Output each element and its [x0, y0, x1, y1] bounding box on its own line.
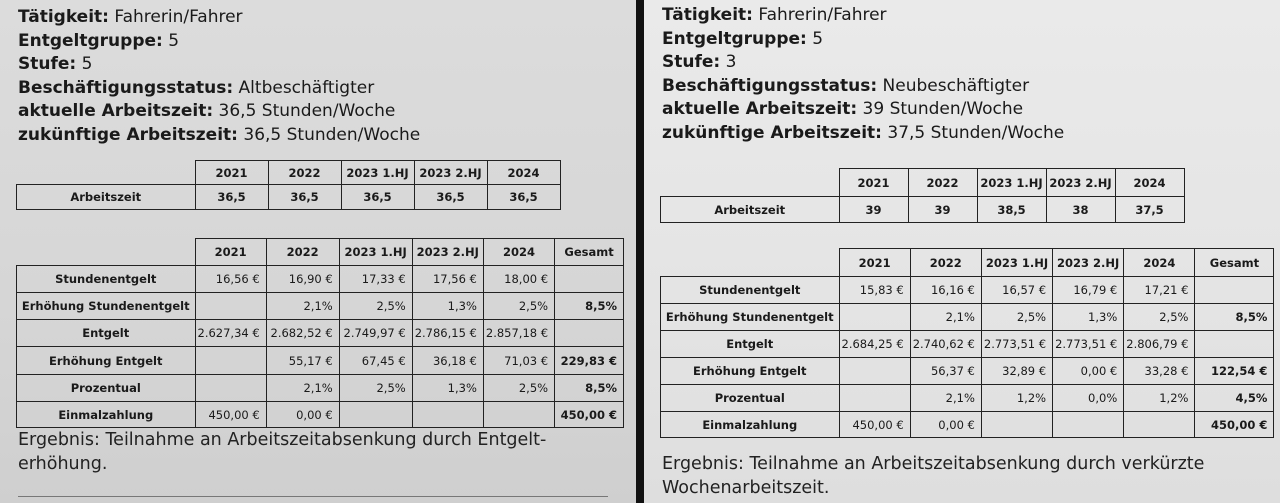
table-row: Stundenentgelt 15,83 € 16,16 € 16,57 € 1…	[660, 276, 1275, 304]
document-right: Tätigkeit: Fahrerin/Fahrer Entgeltgruppe…	[644, 0, 1280, 503]
info-row: Beschäftigungsstatus: Neubeschäftigter	[662, 75, 1030, 96]
entgelt-table: 2021 2022 2023 1.HJ 2023 2.HJ 2024 Gesam…	[660, 248, 1275, 438]
employee-info: Tätigkeit: Fahrerin/Fahrer Entgeltgruppe…	[662, 4, 1064, 146]
table-row: Erhöhung Stundenentgelt 2,1% 2,5% 1,3% 2…	[660, 303, 1275, 331]
info-row: zukünftige Arbeitszeit: 37,5 Stunden/Woc…	[662, 122, 1065, 143]
arbeitszeit-label: Arbeitszeit	[16, 184, 196, 210]
info-row: aktuelle Arbeitszeit: 36,5 Stunden/Woche	[18, 101, 396, 122]
employee-info: Tätigkeit: Fahrerin/Fahrer Entgeltgruppe…	[18, 6, 420, 148]
table-row: Erhöhung Entgelt 55,17 € 67,45 € 36,18 €…	[16, 346, 625, 375]
table-row: Erhöhung Entgelt 56,37 € 32,89 € 0,00 € …	[660, 357, 1275, 385]
arbeitszeit-table: 2021 2022 2023 1.HJ 2023 2.HJ 2024 Arbei…	[16, 160, 561, 210]
arbeitszeit-table: 2021 2022 2023 1.HJ 2023 2.HJ 2024 Arbei…	[660, 168, 1185, 223]
table-row: Prozentual 2,1% 1,2% 0,0% 1,2% 4,5%	[660, 384, 1275, 412]
info-row: Stufe: 3	[662, 52, 737, 73]
info-row: Entgeltgruppe: 5	[662, 28, 824, 49]
info-row: Beschäftigungsstatus: Altbeschäftigter	[18, 77, 375, 98]
table-row: Entgelt 2.684,25 € 2.740,62 € 2.773,51 €…	[660, 330, 1275, 358]
info-row: Entgeltgruppe: 5	[18, 30, 180, 51]
entgelt-table: 2021 2022 2023 1.HJ 2023 2.HJ 2024 Gesam…	[16, 238, 625, 428]
table-row: Erhöhung Stundenentgelt 2,1% 2,5% 1,3% 2…	[16, 292, 625, 320]
divider-line	[18, 496, 608, 497]
info-row: Tätigkeit: Fahrerin/Fahrer	[18, 7, 243, 27]
table-row: Stundenentgelt 16,56 € 16,90 € 17,33 € 1…	[16, 265, 625, 293]
info-row: zukünftige Arbeitszeit: 36,5 Stunden/Woc…	[18, 124, 421, 145]
table-row: Entgelt 2.627,34 € 2.682,52 € 2.749,97 €…	[16, 319, 625, 347]
result-text: Ergebnis: Teilnahme an Arbeitszeitabsenk…	[662, 454, 1205, 498]
info-row: aktuelle Arbeitszeit: 39 Stunden/Woche	[662, 99, 1024, 120]
result-text: Ergebnis: Teilnahme an Arbeitszeitabsenk…	[18, 430, 547, 474]
table-row: Einmalzahlung 450,00 € 0,00 € 450,00 €	[660, 411, 1275, 438]
table-row: Einmalzahlung 450,00 € 0,00 € 450,00 €	[16, 401, 625, 428]
info-row: Tätigkeit: Fahrerin/Fahrer	[662, 5, 887, 25]
document-left: Tätigkeit: Fahrerin/Fahrer Entgeltgruppe…	[0, 0, 636, 503]
arbeitszeit-label: Arbeitszeit	[660, 196, 840, 223]
table-row: Prozentual 2,1% 2,5% 1,3% 2,5% 8,5%	[16, 374, 625, 402]
info-row: Stufe: 5	[18, 54, 93, 75]
